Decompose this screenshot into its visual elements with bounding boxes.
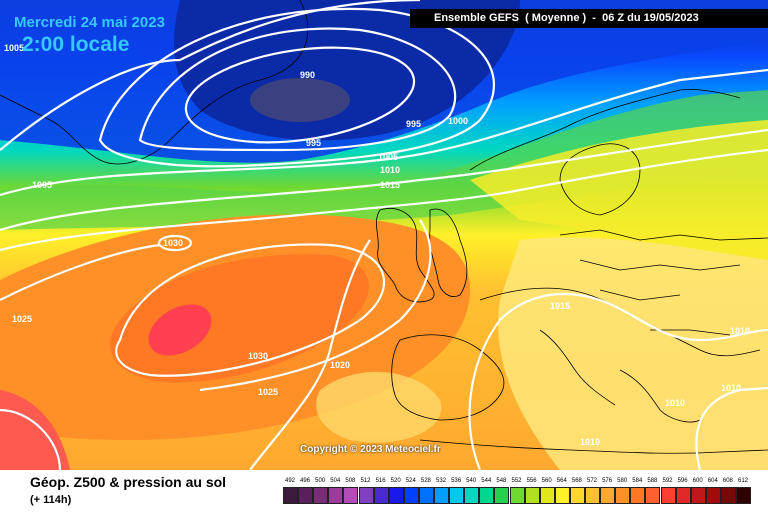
low-center xyxy=(250,78,350,122)
legend-value-label: 584 xyxy=(632,478,643,484)
isobar-label: 1015 xyxy=(380,180,400,190)
legend-value-label: 596 xyxy=(677,478,688,484)
legend-swatch xyxy=(313,487,329,504)
legend-swatch xyxy=(298,487,314,504)
legend-swatch xyxy=(494,487,510,504)
isobars xyxy=(0,0,768,470)
legend-value-label: 500 xyxy=(315,478,326,484)
legend-value-label: 552 xyxy=(511,478,522,484)
legend-value-label: 528 xyxy=(420,478,431,484)
legend-swatch xyxy=(464,487,480,504)
legend-swatch xyxy=(283,487,299,504)
legend-value-label: 504 xyxy=(330,478,341,484)
yellow-north-europe xyxy=(470,120,768,260)
copyright-notice: Copyright © 2023 Meteociel.fr xyxy=(300,444,441,455)
legend-swatch xyxy=(585,487,601,504)
color-legend: 492 496 500 504 508 512 516 520 524 528 532 536 540 5… xyxy=(283,478,753,508)
ensemble-title: Ensemble GEFS ( Moyenne ) - 06 Z du 19/0… xyxy=(410,9,768,28)
legend-swatch xyxy=(403,487,419,504)
legend-value-label: 520 xyxy=(390,478,401,484)
legend-swatch xyxy=(736,487,752,504)
legend-value-label: 560 xyxy=(541,478,552,484)
legend-swatch xyxy=(509,487,525,504)
isobar-label: 1010 xyxy=(380,165,400,175)
legend-swatch xyxy=(660,487,676,504)
isobar-labels: 1005 990 995 995 1000 1005 1010 1015 100… xyxy=(4,43,750,447)
forecast-date: Mercredi 24 mai 2023 xyxy=(14,14,165,31)
legend-value-label: 532 xyxy=(435,478,446,484)
iberia-pale xyxy=(316,371,442,443)
legend-swatch xyxy=(645,487,661,504)
isobar-label: 1025 xyxy=(12,314,32,324)
legend-swatch xyxy=(418,487,434,504)
legend-value-label: 588 xyxy=(647,478,658,484)
legend-swatch xyxy=(388,487,404,504)
legend-swatch xyxy=(630,487,646,504)
legend-value-label: 608 xyxy=(722,478,733,484)
legend-value-label: 600 xyxy=(692,478,703,484)
ridge-southwest xyxy=(0,390,70,470)
legend-swatch xyxy=(479,487,495,504)
legend-value-label: 512 xyxy=(360,478,371,484)
parameter-title: Géop. Z500 & pression au sol xyxy=(30,474,227,490)
legend-value-label: 568 xyxy=(571,478,582,484)
legend-swatch xyxy=(539,487,555,504)
legend-swatch xyxy=(615,487,631,504)
legend-swatch xyxy=(373,487,389,504)
legend-value-label: 572 xyxy=(586,478,597,484)
legend-value-label: 576 xyxy=(602,478,613,484)
legend-swatch xyxy=(720,487,736,504)
legend-value-label: 580 xyxy=(617,478,628,484)
legend-swatch xyxy=(675,487,691,504)
legend-value-label: 524 xyxy=(405,478,416,484)
legend-value-label: 516 xyxy=(375,478,386,484)
legend-value-label: 492 xyxy=(284,478,295,484)
legend-swatch xyxy=(524,487,540,504)
forecast-local-time: 2:00 locale xyxy=(22,33,130,56)
legend-swatch xyxy=(690,487,706,504)
isobar-label: 1010 xyxy=(730,326,750,336)
isobar-label: 1015 xyxy=(550,301,570,311)
isobar-label: 1010 xyxy=(665,398,685,408)
legend-swatch xyxy=(328,487,344,504)
legend-value-label: 508 xyxy=(345,478,356,484)
ridge-center xyxy=(148,304,212,356)
legend-swatch xyxy=(434,487,450,504)
legend-value-label: 592 xyxy=(662,478,673,484)
legend-value-label: 612 xyxy=(737,478,748,484)
legend-value-label: 564 xyxy=(556,478,567,484)
legend-swatch xyxy=(554,487,570,504)
isobar-label: 1030 xyxy=(163,238,183,248)
isobar-label: 1005 xyxy=(4,43,24,53)
isobar-label: 1000 xyxy=(448,116,468,126)
isobar-label: 1030 xyxy=(248,351,268,361)
coastlines xyxy=(0,0,768,454)
legend-swatch xyxy=(358,487,374,504)
legend-value-label: 496 xyxy=(300,478,311,484)
isobar-label: 990 xyxy=(300,70,315,80)
legend-swatch xyxy=(343,487,359,504)
central-europe-pale xyxy=(498,237,768,470)
isobar-label: 1020 xyxy=(330,360,350,370)
isobar-label: 1005 xyxy=(378,152,398,162)
legend-value-label: 540 xyxy=(466,478,477,484)
isobar-label: 1010 xyxy=(580,437,600,447)
legend-swatch xyxy=(449,487,465,504)
legend-value-label: 548 xyxy=(496,478,507,484)
legend-value-label: 544 xyxy=(481,478,492,484)
isobar-label: 1025 xyxy=(258,387,278,397)
legend-swatch xyxy=(600,487,616,504)
legend-value-label: 556 xyxy=(526,478,537,484)
lead-time: (+ 114h) xyxy=(30,494,72,506)
legend-swatch xyxy=(569,487,585,504)
isobar-label: 995 xyxy=(306,138,321,148)
isobar-label: 1005 xyxy=(32,180,52,190)
legend-swatch xyxy=(705,487,721,504)
legend-value-label: 536 xyxy=(451,478,462,484)
legend-value-label: 604 xyxy=(707,478,718,484)
geopotential-map: 1005 990 995 995 1000 1005 1010 1015 100… xyxy=(0,0,768,470)
isobar-label: 1010 xyxy=(721,383,741,393)
isobar-label: 995 xyxy=(406,119,421,129)
